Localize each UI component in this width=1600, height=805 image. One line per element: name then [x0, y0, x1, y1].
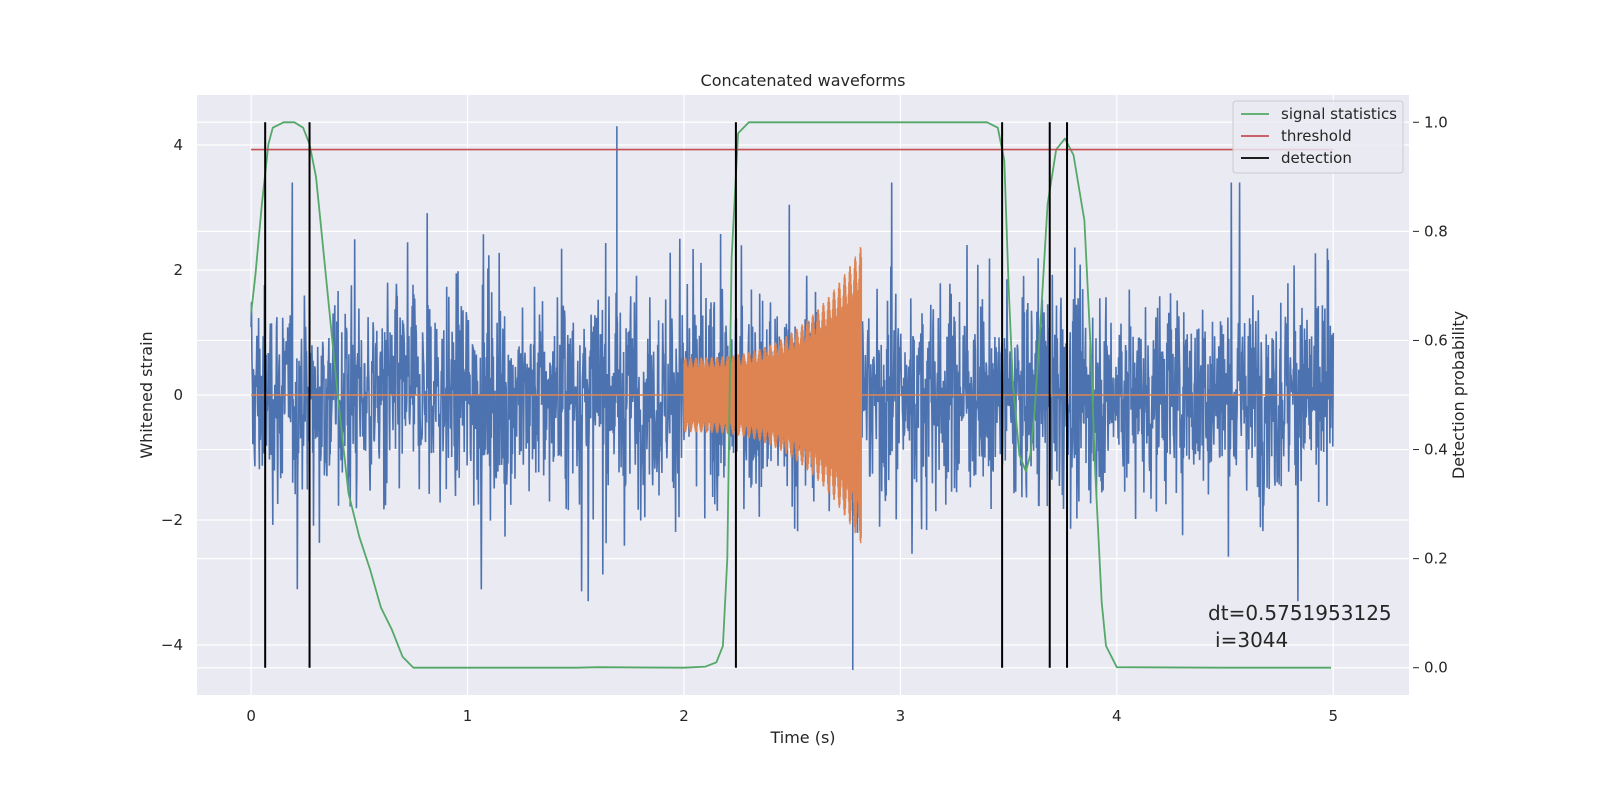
x-tick-label: 4 [1112, 707, 1122, 725]
legend-label-threshold: threshold [1281, 127, 1352, 145]
y-right-axis-label: Detection probability [1449, 311, 1468, 479]
x-tick-label: 5 [1328, 707, 1338, 725]
chirp-series-layer [251, 247, 1334, 544]
y-tick-label: −2 [161, 511, 183, 529]
signal-statistics-line [250, 121, 1332, 669]
legend-label-detection: detection [1281, 149, 1352, 167]
y-tick-label: 0 [173, 386, 183, 404]
y-right-tick-label: 0.8 [1424, 222, 1448, 240]
y-tick-label: −4 [161, 636, 183, 654]
y-right-tick-label: 0.4 [1424, 441, 1448, 459]
y-right-tick-label: 0.2 [1424, 550, 1448, 568]
legend-box [1232, 100, 1404, 174]
x-tick-label: 1 [463, 707, 473, 725]
signal-statistics-layer [250, 121, 1334, 669]
chirp-series-line [683, 247, 863, 544]
y-right-tick-label: 0.6 [1424, 331, 1448, 349]
y-right-tick-label: 0.0 [1424, 659, 1448, 677]
noise-series-line [250, 182, 1335, 602]
x-axis-label: Time (s) [769, 728, 835, 747]
x-tick-label: 2 [679, 707, 689, 725]
annotation-index: i=3044 [1215, 628, 1288, 652]
y-right-tick-label: 1.0 [1424, 113, 1448, 131]
legend-label-signal-statistics: signal statistics [1281, 105, 1397, 123]
annotation-dt: dt=0.5751953125 [1208, 601, 1392, 625]
y-tick-label: 2 [173, 261, 183, 279]
x-tick-label: 3 [896, 707, 906, 725]
chart-title: Concatenated waveforms [701, 71, 906, 90]
legend: signal statistics threshold detection [1232, 100, 1404, 174]
tick-labels: 0 1 2 3 4 5 4 2 0 −2 −4 1.0 0.8 0.6 0.4 0.2 0.0 [161, 113, 1448, 725]
x-tick-label: 0 [246, 707, 256, 725]
y-axis-label: Whitened strain [137, 331, 156, 458]
y-tick-label: 4 [173, 136, 183, 154]
